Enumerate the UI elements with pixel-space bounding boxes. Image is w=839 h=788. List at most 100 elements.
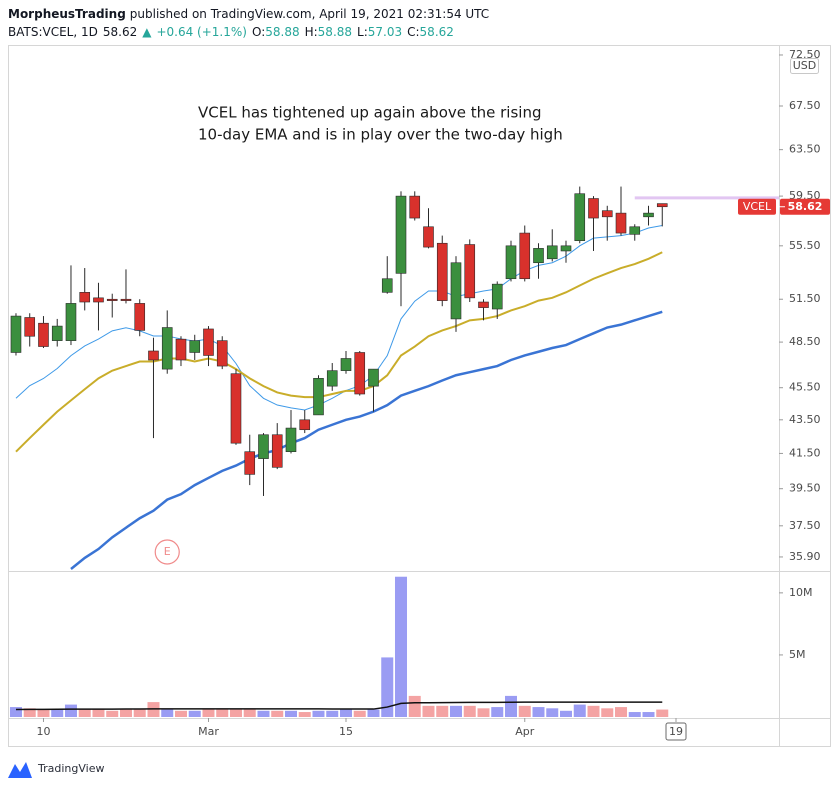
volume-bar xyxy=(339,709,352,717)
volume-bar xyxy=(601,708,614,717)
x-tick-label: 10 xyxy=(36,725,50,738)
volume-bar xyxy=(229,709,242,717)
candle-body xyxy=(189,340,201,353)
candle-body xyxy=(148,350,159,361)
candle-body xyxy=(326,370,338,387)
volume-bar xyxy=(394,576,407,717)
y-tick-label: 37.50 xyxy=(789,519,821,532)
last-price-box xyxy=(780,198,830,215)
candle-body xyxy=(161,327,173,370)
volume-bar xyxy=(161,709,174,717)
candle-body xyxy=(51,325,63,341)
header-field: ▲ xyxy=(142,25,152,39)
earnings-label: E xyxy=(164,545,171,558)
candle-body xyxy=(244,451,256,475)
volume-bar xyxy=(587,705,600,717)
header-field: 58.88 xyxy=(265,25,299,39)
y-tick-label: 63.50 xyxy=(789,143,821,156)
y-tick-label: 51.50 xyxy=(789,292,821,305)
candle-body xyxy=(409,195,421,219)
x-tick-label: 19 xyxy=(669,725,683,738)
moving-average xyxy=(70,310,663,570)
y-tick-label: 48.50 xyxy=(789,335,821,348)
volume-bar xyxy=(257,710,270,717)
volume-bar xyxy=(477,708,490,717)
candle-body xyxy=(340,358,352,371)
price-pane: E xyxy=(10,186,779,570)
candle-body xyxy=(271,434,283,468)
volume-bar xyxy=(367,709,380,717)
volume-bar xyxy=(518,705,531,717)
x-tick-label: 15 xyxy=(339,725,353,738)
currency: USD xyxy=(793,59,817,72)
volume-bar xyxy=(9,707,22,717)
volume-bar xyxy=(573,704,586,717)
volume-tick-label: 10M xyxy=(789,586,813,599)
candle-body xyxy=(450,262,462,320)
volume-bar xyxy=(491,707,504,717)
header-field: 58.88 xyxy=(318,25,352,39)
candle-body xyxy=(423,226,434,248)
candle-body xyxy=(478,301,489,308)
candle-body xyxy=(203,328,214,356)
header-field: BATS:VCEL, 1D xyxy=(8,25,98,39)
candle-body xyxy=(381,278,393,293)
candle-body xyxy=(464,244,476,299)
symbol-box xyxy=(738,198,776,215)
header-line-2: BATS:VCEL, 1D 58.62 ▲ +0.64 (+1.1%) O:58.88 H… xyxy=(8,25,454,39)
volume-average xyxy=(15,701,663,711)
candle-body xyxy=(24,317,36,337)
logo-icon xyxy=(8,762,32,778)
candle-body xyxy=(38,322,49,347)
candle-body xyxy=(656,203,668,208)
volume-bar xyxy=(422,705,435,717)
footer-logo: TradingView xyxy=(8,762,104,778)
candle-body xyxy=(299,419,311,431)
candle-body xyxy=(120,298,132,301)
x-tick-label: Apr xyxy=(515,725,535,738)
volume-bar xyxy=(78,709,91,717)
volume-bar xyxy=(656,709,669,717)
candle-body xyxy=(368,368,379,387)
frame xyxy=(8,45,831,747)
y-tick-label: 55.50 xyxy=(789,239,821,252)
candle-body xyxy=(10,315,22,353)
candle-body xyxy=(505,245,517,280)
candle-body xyxy=(65,303,77,341)
volume-bar xyxy=(628,712,641,717)
volume-bar xyxy=(381,657,394,717)
volume-bar xyxy=(188,710,201,717)
volume-bar xyxy=(216,709,229,717)
y-tick-label: 45.50 xyxy=(789,381,821,394)
moving-average xyxy=(15,251,663,453)
candle-body xyxy=(354,352,366,395)
candle-body xyxy=(175,338,187,361)
volume-bar xyxy=(449,705,462,717)
volume-tick-label: 5M xyxy=(789,648,806,661)
volume-bar xyxy=(23,708,36,717)
header-field: L: xyxy=(357,25,368,39)
candle-body xyxy=(629,226,641,235)
candle-body xyxy=(134,303,146,331)
volume-bar xyxy=(642,712,655,717)
candle-body xyxy=(230,373,242,444)
volume-bar xyxy=(408,695,421,717)
y-tick-label: 43.50 xyxy=(789,413,821,426)
annotation: VCEL has tightened up again above the ri… xyxy=(198,104,541,122)
volume-bar xyxy=(64,704,77,717)
volume-bar xyxy=(560,710,573,717)
candle-body xyxy=(560,245,572,252)
author: MorpheusTrading xyxy=(8,7,126,21)
candle-body xyxy=(574,193,586,241)
volume-bar xyxy=(106,710,119,717)
y-tick-label: 39.50 xyxy=(789,482,821,495)
candle-body xyxy=(588,198,599,219)
candle-body xyxy=(615,212,627,234)
header-field: O: xyxy=(252,25,265,39)
candle-body xyxy=(491,283,503,310)
moving-average xyxy=(15,225,663,411)
brand: TradingView xyxy=(37,762,104,775)
candle-body xyxy=(313,378,324,416)
volume-bar xyxy=(133,709,146,717)
